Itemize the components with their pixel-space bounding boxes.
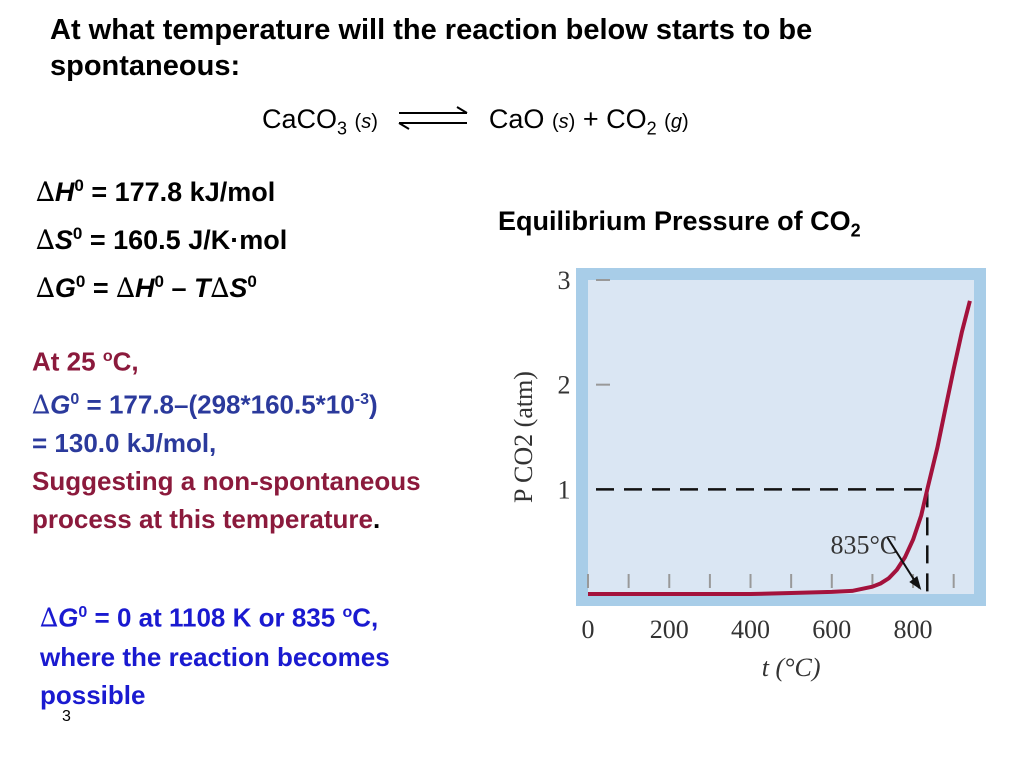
- reactant-subscript: 3: [337, 118, 348, 139]
- product1-state: s: [558, 111, 569, 133]
- calc-close-paren: ): [368, 389, 378, 420]
- conclusion-degree: o: [342, 604, 353, 621]
- product1-formula: CaO: [488, 104, 545, 134]
- conclusion-g-symbol: G: [58, 602, 79, 633]
- equilibrium-pressure-chart: 0 200 400 600 800 1 2 3 t (°C) P CO2 (atm) 835°C: [490, 262, 1010, 707]
- entropy-symbol: S: [54, 225, 73, 255]
- gibbs-equation: ∆G0 = ∆H0 – T∆S0: [36, 272, 257, 304]
- calc-suggestion: Suggesting a non-spontaneous process at …: [32, 462, 432, 538]
- gibbs-h-sup: 0: [154, 272, 164, 291]
- calc-g-expression: = 177.8–(298*160.5*10: [86, 389, 355, 420]
- gibbs-equals: =: [92, 273, 109, 303]
- equilibrium-arrow-icon: [397, 104, 469, 139]
- conclusion-block: ∆G0 = 0 at 1108 K or 835 oC, where the r…: [40, 602, 390, 710]
- gibbs-s-sup: 0: [247, 272, 257, 291]
- y-axis-label: P CO2 (atm): [509, 371, 538, 503]
- x-tick-label: 600: [812, 615, 851, 644]
- chart-svg: 0 200 400 600 800 1 2 3 t (°C) P CO2 (atm) 835°C: [509, 266, 986, 682]
- x-tick-label: 200: [650, 615, 689, 644]
- page-number: 3: [62, 708, 71, 725]
- calc-at-label: At 25: [32, 346, 96, 377]
- plus-sign: +: [582, 104, 599, 134]
- reactant-formula: CaCO: [262, 104, 338, 134]
- entropy-equation: ∆S0 = 160.5 J/K·mol: [36, 224, 288, 256]
- calc-c-label: C,: [112, 346, 139, 377]
- pressure-curve: [588, 300, 972, 596]
- slide-title: At what temperature will the reaction be…: [50, 14, 813, 82]
- x-tick-label: 0: [582, 615, 595, 644]
- x-axis-label: t (°C): [762, 653, 821, 682]
- entropy-unit: mol: [239, 225, 288, 255]
- calc-degree: o: [102, 348, 113, 365]
- gibbs-sup: 0: [75, 272, 86, 291]
- y-tick-label: 2: [558, 371, 571, 400]
- gibbs-minus: –: [171, 273, 187, 303]
- calc-period: .: [373, 504, 381, 535]
- chart-title: Equilibrium Pressure of CO2: [498, 206, 861, 241]
- conclusion-g-sup: 0: [78, 604, 88, 621]
- reactant-state: s: [361, 111, 372, 133]
- x-tick-label: 800: [894, 615, 933, 644]
- gibbs-h-symbol: H: [135, 273, 155, 303]
- gibbs-symbol: G: [54, 273, 76, 303]
- conclusion-text-b: C, where the reaction becomes possible: [40, 602, 390, 710]
- enthalpy-value: = 177.8 kJ/mol: [91, 177, 276, 207]
- plot-area: [588, 280, 974, 594]
- chart-title-subscript: 2: [850, 220, 861, 241]
- calc-result: = 130.0 kJ/mol,: [32, 428, 217, 459]
- calc-suggestion-text: Suggesting a non-spontaneous process at …: [32, 466, 421, 535]
- enthalpy-equation: ∆H0 = 177.8 kJ/mol: [36, 176, 276, 208]
- annotation-label: 835°C: [831, 530, 898, 559]
- y-tick-label: 3: [558, 266, 571, 295]
- entropy-value: = 160.5 J/K: [89, 225, 231, 255]
- annotation-arrowhead-icon: [909, 576, 922, 590]
- entropy-dot: ·: [230, 225, 240, 255]
- calc-gibbs-line: ∆G0 = 177.8–(298*160.5*10-3): [32, 389, 378, 421]
- entropy-sup: 0: [72, 224, 83, 243]
- chart-title-text: Equilibrium Pressure of CO: [498, 206, 851, 236]
- gibbs-t-symbol: T: [194, 273, 211, 303]
- gibbs-s-symbol: S: [229, 273, 248, 303]
- calc-exponent: -3: [354, 390, 369, 408]
- calc-temperature-line: At 25 oC,: [32, 338, 502, 381]
- y-tick-label: 1: [558, 475, 571, 504]
- calculation-block: At 25 oC, ∆G0 = 177.8–(298*160.5*10-3) =…: [32, 338, 502, 538]
- reaction-equation: CaCO3 (s) CaO (s) + CO2 (g): [262, 104, 689, 139]
- calc-g-sup: 0: [70, 390, 80, 408]
- calc-g-symbol: G: [50, 389, 71, 420]
- conclusion-text-a: = 0 at 1108 K or 835: [94, 602, 336, 633]
- product2-state: g: [670, 111, 682, 133]
- enthalpy-symbol: H: [54, 177, 75, 207]
- product2-formula: CO: [606, 104, 647, 134]
- x-tick-label: 400: [731, 615, 770, 644]
- product2-subscript: 2: [646, 118, 657, 139]
- enthalpy-sup: 0: [74, 176, 84, 195]
